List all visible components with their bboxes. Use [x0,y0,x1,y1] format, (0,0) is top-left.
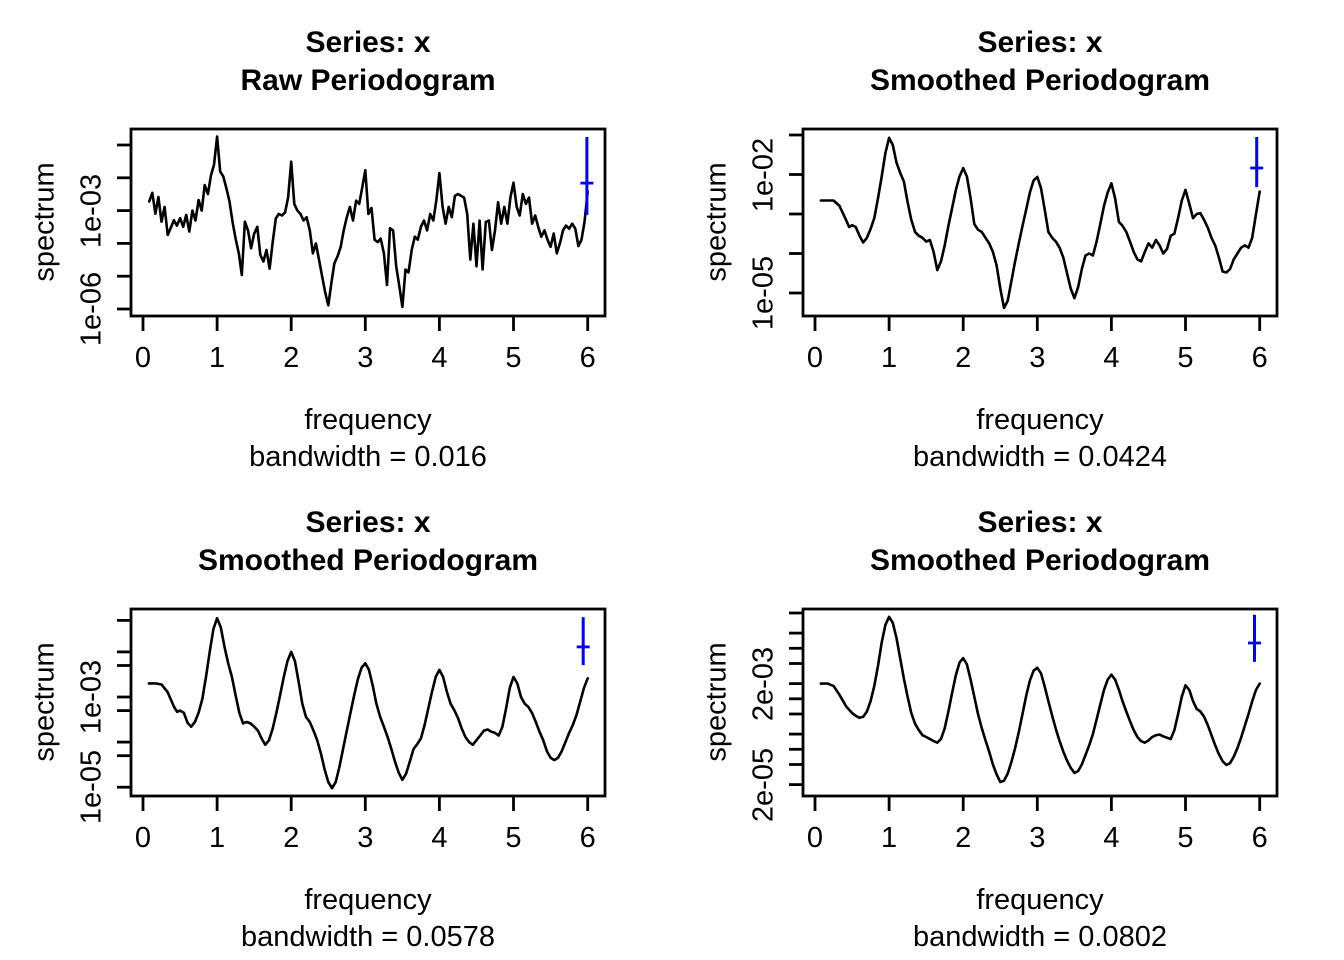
plot-box [801,607,1279,798]
x-tick-label: 2 [955,822,972,854]
y-tick-label: 1e-05 [75,750,108,825]
x-tick-label: 6 [1251,342,1268,374]
x-tick-label: 5 [505,822,522,854]
x-tick-label: 1 [881,342,898,374]
y-tick-label: 2e-05 [747,747,780,822]
y-axis-label: spectrum [28,162,61,282]
plot-box [129,607,607,798]
title-line-type: Smoothed Periodogram [869,64,1211,97]
panel-smoothed-periodogram-3: Series: x Smoothed Periodogram spectrum … [672,480,1344,960]
x-tick-label: 3 [1029,822,1046,854]
x-tick-label: 3 [357,822,374,854]
title-line-type: Smoothed Periodogram [197,544,539,577]
title-line-series: Series: x [305,506,431,539]
x-tick-label: 4 [431,822,448,854]
x-tick-label: 3 [357,342,374,374]
x-tick-label: 6 [579,822,596,854]
plot-box [129,127,607,318]
y-axis-label: spectrum [28,642,61,762]
bandwidth-label: bandwidth = 0.0802 [913,921,1167,953]
bandwidth-label: bandwidth = 0.0578 [241,921,495,953]
x-tick-label: 0 [134,342,152,374]
x-tick-label: 4 [1103,822,1120,854]
panel-smoothed-periodogram-1: Series: x Smoothed Periodogram spectrum … [672,0,1344,480]
y-tick-label: 2e-03 [747,646,780,721]
x-tick-label: 0 [806,822,824,854]
spectrum-line [147,135,590,309]
panel-raw-periodogram: Series: x Raw Periodogram spectrum frequ… [0,0,672,480]
x-tick-label: 2 [283,822,300,854]
plot-box [801,127,1279,318]
panel-smoothed-periodogram-2: Series: x Smoothed Periodogram spectrum … [0,480,672,960]
x-tick-label: 4 [431,342,448,374]
title-line-series: Series: x [977,506,1103,539]
panel-title: Series: x Smoothed Periodogram [803,504,1277,580]
y-axis-label: spectrum [700,162,733,282]
x-tick-label: 6 [1251,822,1268,854]
y-tick-label: 1e-03 [75,659,108,735]
y-tick-label: 1e-02 [747,137,780,212]
x-tick-label: 1 [881,822,898,854]
panel-title: Series: x Smoothed Periodogram [131,504,605,580]
title-line-series: Series: x [977,26,1103,59]
y-tick-label: 1e-05 [747,255,780,331]
plot-area [789,607,1279,811]
x-tick-label: 1 [209,822,226,854]
plot-area [117,607,607,811]
bandwidth-label: bandwidth = 0.0424 [913,441,1167,473]
x-tick-label: 6 [579,342,596,374]
x-axis-label: frequency [976,404,1104,436]
x-tick-label: 1 [209,342,226,374]
plot-area [117,127,607,331]
spectrum-line [819,615,1262,784]
x-tick-label: 4 [1103,342,1120,374]
spectrum-line [147,616,590,790]
x-tick-label: 0 [134,822,152,854]
x-tick-label: 3 [1029,342,1046,374]
y-axis-label: spectrum [700,642,733,762]
title-line-type: Raw Periodogram [240,64,496,97]
panel-title: Series: x Smoothed Periodogram [803,24,1277,100]
x-tick-label: 0 [806,342,824,374]
x-tick-label: 5 [1177,822,1194,854]
panel-title: Series: x Raw Periodogram [131,24,605,100]
x-tick-label: 2 [955,342,972,374]
y-tick-label: 1e-06 [75,271,108,347]
plot-area [789,127,1279,331]
y-tick-label: 1e-03 [75,173,108,248]
x-axis-label: frequency [304,884,432,916]
title-line-series: Series: x [305,26,431,59]
title-line-type: Smoothed Periodogram [869,544,1211,577]
bandwidth-label: bandwidth = 0.016 [249,441,487,473]
x-axis-label: frequency [976,884,1104,916]
x-tick-label: 2 [283,342,300,374]
x-tick-label: 5 [1177,342,1194,374]
spectrum-line [819,136,1262,310]
x-axis-label: frequency [304,404,432,436]
x-tick-label: 5 [505,342,522,374]
